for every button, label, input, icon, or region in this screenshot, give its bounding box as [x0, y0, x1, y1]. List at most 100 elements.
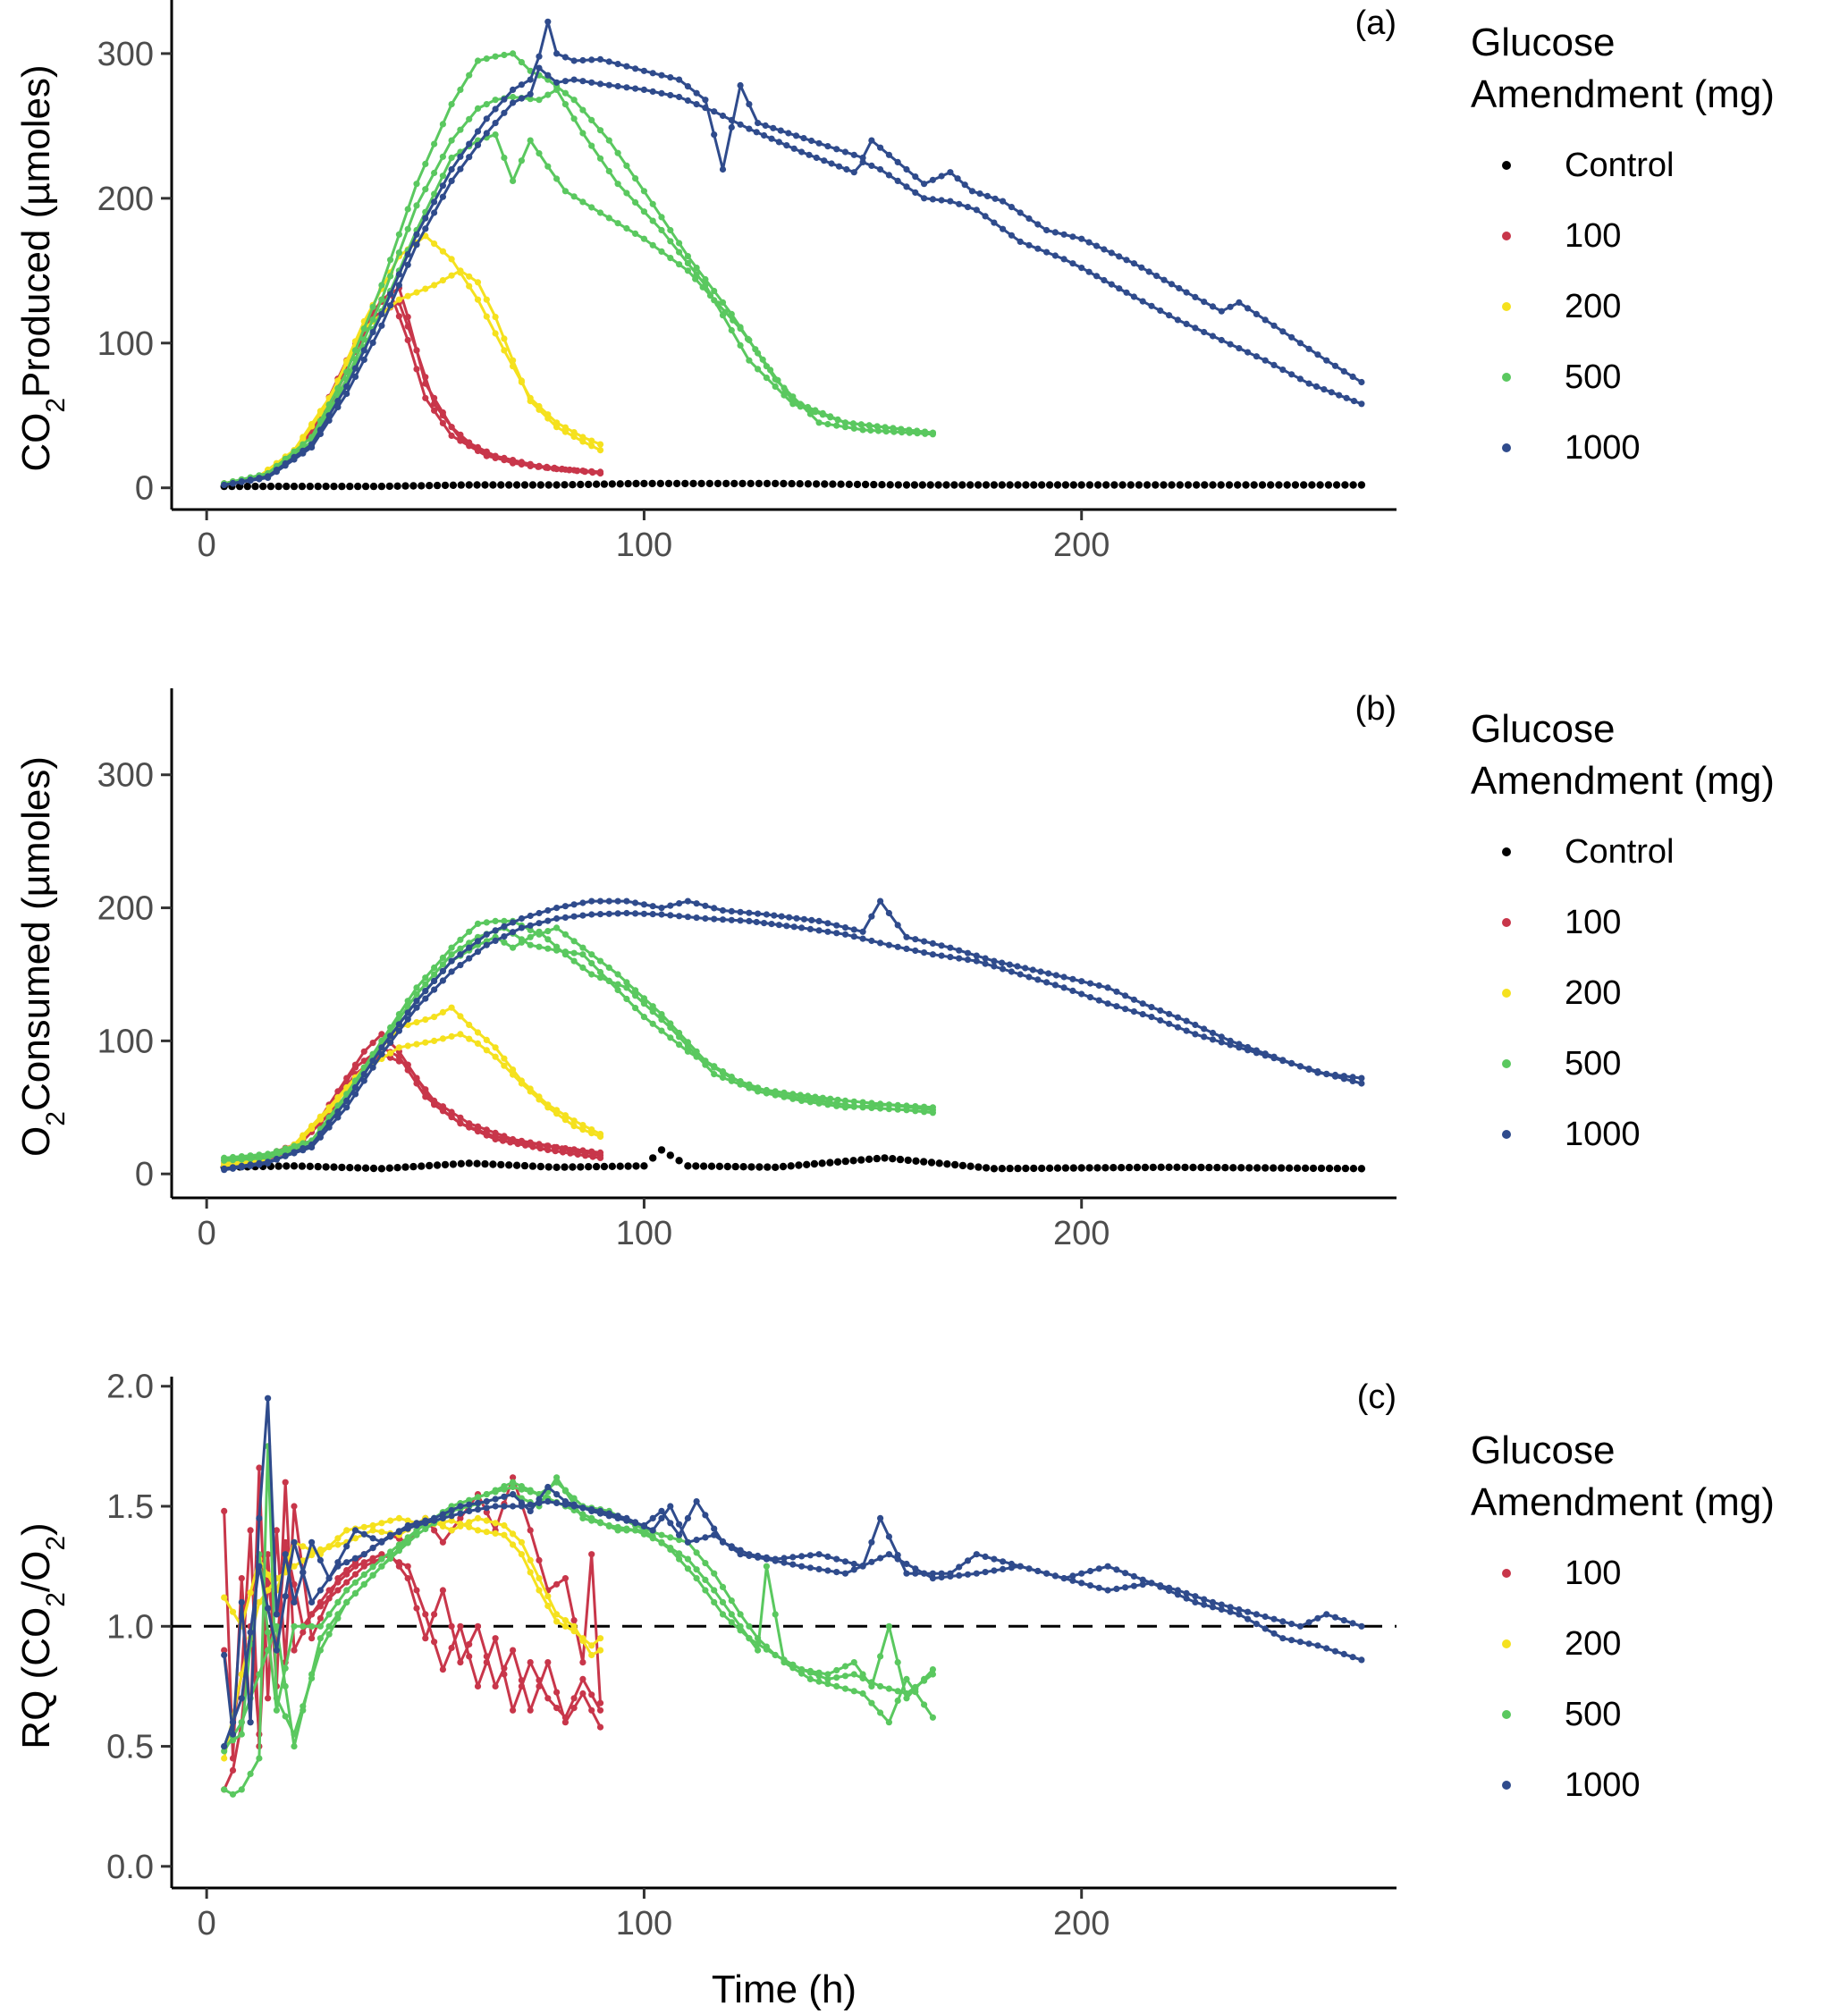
panel-b-data-point — [256, 1152, 263, 1159]
panel-c-data-point — [300, 1706, 307, 1714]
panel-b-data-point — [728, 907, 735, 915]
panel-a-data-point — [518, 81, 526, 88]
panel-b-data-point — [684, 914, 692, 921]
panel-c-data-point — [316, 1598, 324, 1605]
panel-a-data-point — [1017, 209, 1024, 216]
panel-a-data-point — [1357, 481, 1366, 489]
panel-b-data-point — [1095, 997, 1102, 1004]
panel-b-data-point — [501, 939, 508, 946]
panel-a-data-point — [1138, 264, 1145, 271]
panel-a-data-point — [501, 456, 508, 464]
panel-b-data-point — [439, 961, 446, 968]
panel-c-data-point — [510, 1541, 517, 1548]
panel-a-data-point — [833, 422, 840, 429]
panel-a-data-point — [473, 481, 481, 489]
panel-a-data-point — [721, 308, 729, 316]
panel-a-data-point — [806, 151, 813, 158]
panel-b-data-point — [877, 1105, 884, 1112]
panel-a-data-point — [1093, 481, 1102, 489]
panel-c-data-point — [1323, 1645, 1330, 1652]
panel-b-data-point — [570, 913, 578, 920]
panel-a-data-point — [466, 273, 473, 280]
panel-b-data-point — [964, 956, 972, 964]
panel-b-data-point — [632, 987, 639, 994]
panel-a-data-point — [387, 291, 394, 298]
panel-c-y-tick-label: 0.5 — [106, 1729, 154, 1766]
panel-a-data-point — [1025, 241, 1033, 249]
panel-b-data-point — [624, 1162, 632, 1170]
panel-a-data-point — [737, 81, 744, 89]
panel-a-data-point — [1017, 238, 1024, 245]
panel-c-data-point — [334, 1541, 342, 1548]
panel-a-data-point — [238, 478, 245, 485]
panel-a-data-point — [466, 154, 473, 161]
panel-b-data-point — [536, 1162, 544, 1171]
panel-a-data-point — [1358, 378, 1365, 386]
panel-c-data-point — [1296, 1622, 1304, 1630]
panel-a-data-point — [422, 374, 429, 381]
panel-a-data-point — [1085, 239, 1093, 246]
panel-a-data-point — [692, 275, 699, 282]
panel-b-data-point — [527, 912, 534, 920]
panel-a-data-point — [1236, 299, 1243, 306]
panel-b-data-point — [632, 910, 639, 917]
panel-a-data-point — [719, 112, 727, 120]
panel-b-data-point — [815, 927, 823, 934]
panel-b-data-point — [951, 1160, 959, 1169]
panel-b-series-line — [224, 1032, 601, 1165]
panel-b-y-tick-label: 0 — [135, 1156, 154, 1193]
panel-c-data-point — [448, 1644, 455, 1652]
panel-b-data-point — [795, 1161, 803, 1169]
panel-a-data-point — [857, 421, 865, 428]
panel-c-data-point — [256, 1563, 263, 1570]
panel-c-data-point — [395, 1514, 402, 1521]
panel-a-data-point — [914, 427, 921, 434]
panel-a-data-point — [439, 248, 446, 255]
panel-b-x-ticks: 0 100 200 — [198, 1198, 1110, 1252]
panel-a-data-point — [632, 479, 640, 488]
panel-a-data-point — [821, 480, 829, 488]
panel-c-data-point — [404, 1563, 411, 1570]
legend-key-200 — [1502, 989, 1511, 998]
panel-b-data-point — [1209, 1036, 1217, 1043]
panel-a-data-point — [448, 256, 455, 263]
panel-c-data-point — [1122, 1584, 1129, 1591]
panel-c-data-point — [300, 1543, 307, 1550]
panel-c-data-point — [1043, 1570, 1051, 1577]
panel-a-data-point — [747, 479, 755, 488]
panel-a-data-point — [553, 424, 561, 431]
panel-c-data-point — [325, 1544, 333, 1551]
panel-c-data-point — [605, 1522, 612, 1529]
panel-c-data-point — [806, 1552, 814, 1559]
panel-a-series-Control — [220, 479, 1366, 491]
panel-a-data-point — [535, 463, 542, 470]
panel-a-data-point — [982, 481, 991, 489]
panel-c-data-point — [334, 1563, 342, 1570]
panel-b-data-point — [351, 1083, 359, 1091]
panel-a-data-point — [369, 316, 376, 324]
panel-c-data-point — [387, 1531, 394, 1538]
panel-c-series-line — [223, 1486, 934, 1748]
panel-a-data-point — [351, 373, 359, 380]
panel-a-y-tick-label: 200 — [97, 181, 154, 218]
panel-b-data-point — [849, 1157, 857, 1165]
panel-b-data-point — [439, 1008, 446, 1015]
panel-a-data-point — [667, 74, 674, 81]
panel-c-data-point — [431, 1527, 438, 1534]
panel-c-data-point — [579, 1504, 586, 1512]
panel-c-data-point — [885, 1533, 893, 1540]
panel-c-data-point — [596, 1635, 604, 1642]
panel-b-data-point — [755, 910, 762, 917]
panel-c-data-point — [351, 1563, 359, 1570]
panel-b-data-point — [927, 1159, 936, 1167]
panel-a-data-point — [1160, 276, 1168, 283]
panel-b-data-point — [868, 937, 875, 945]
panel-a-series-200 — [221, 267, 604, 487]
panel-a-data-point — [792, 132, 800, 139]
panel-a-data-point — [813, 154, 820, 162]
panel-c-data-point — [903, 1570, 910, 1577]
panel-b-data-point — [640, 910, 648, 917]
panel-a-data-point — [431, 140, 438, 147]
panel-b-data-point — [589, 1153, 596, 1160]
panel-c-data-point — [684, 1538, 692, 1546]
